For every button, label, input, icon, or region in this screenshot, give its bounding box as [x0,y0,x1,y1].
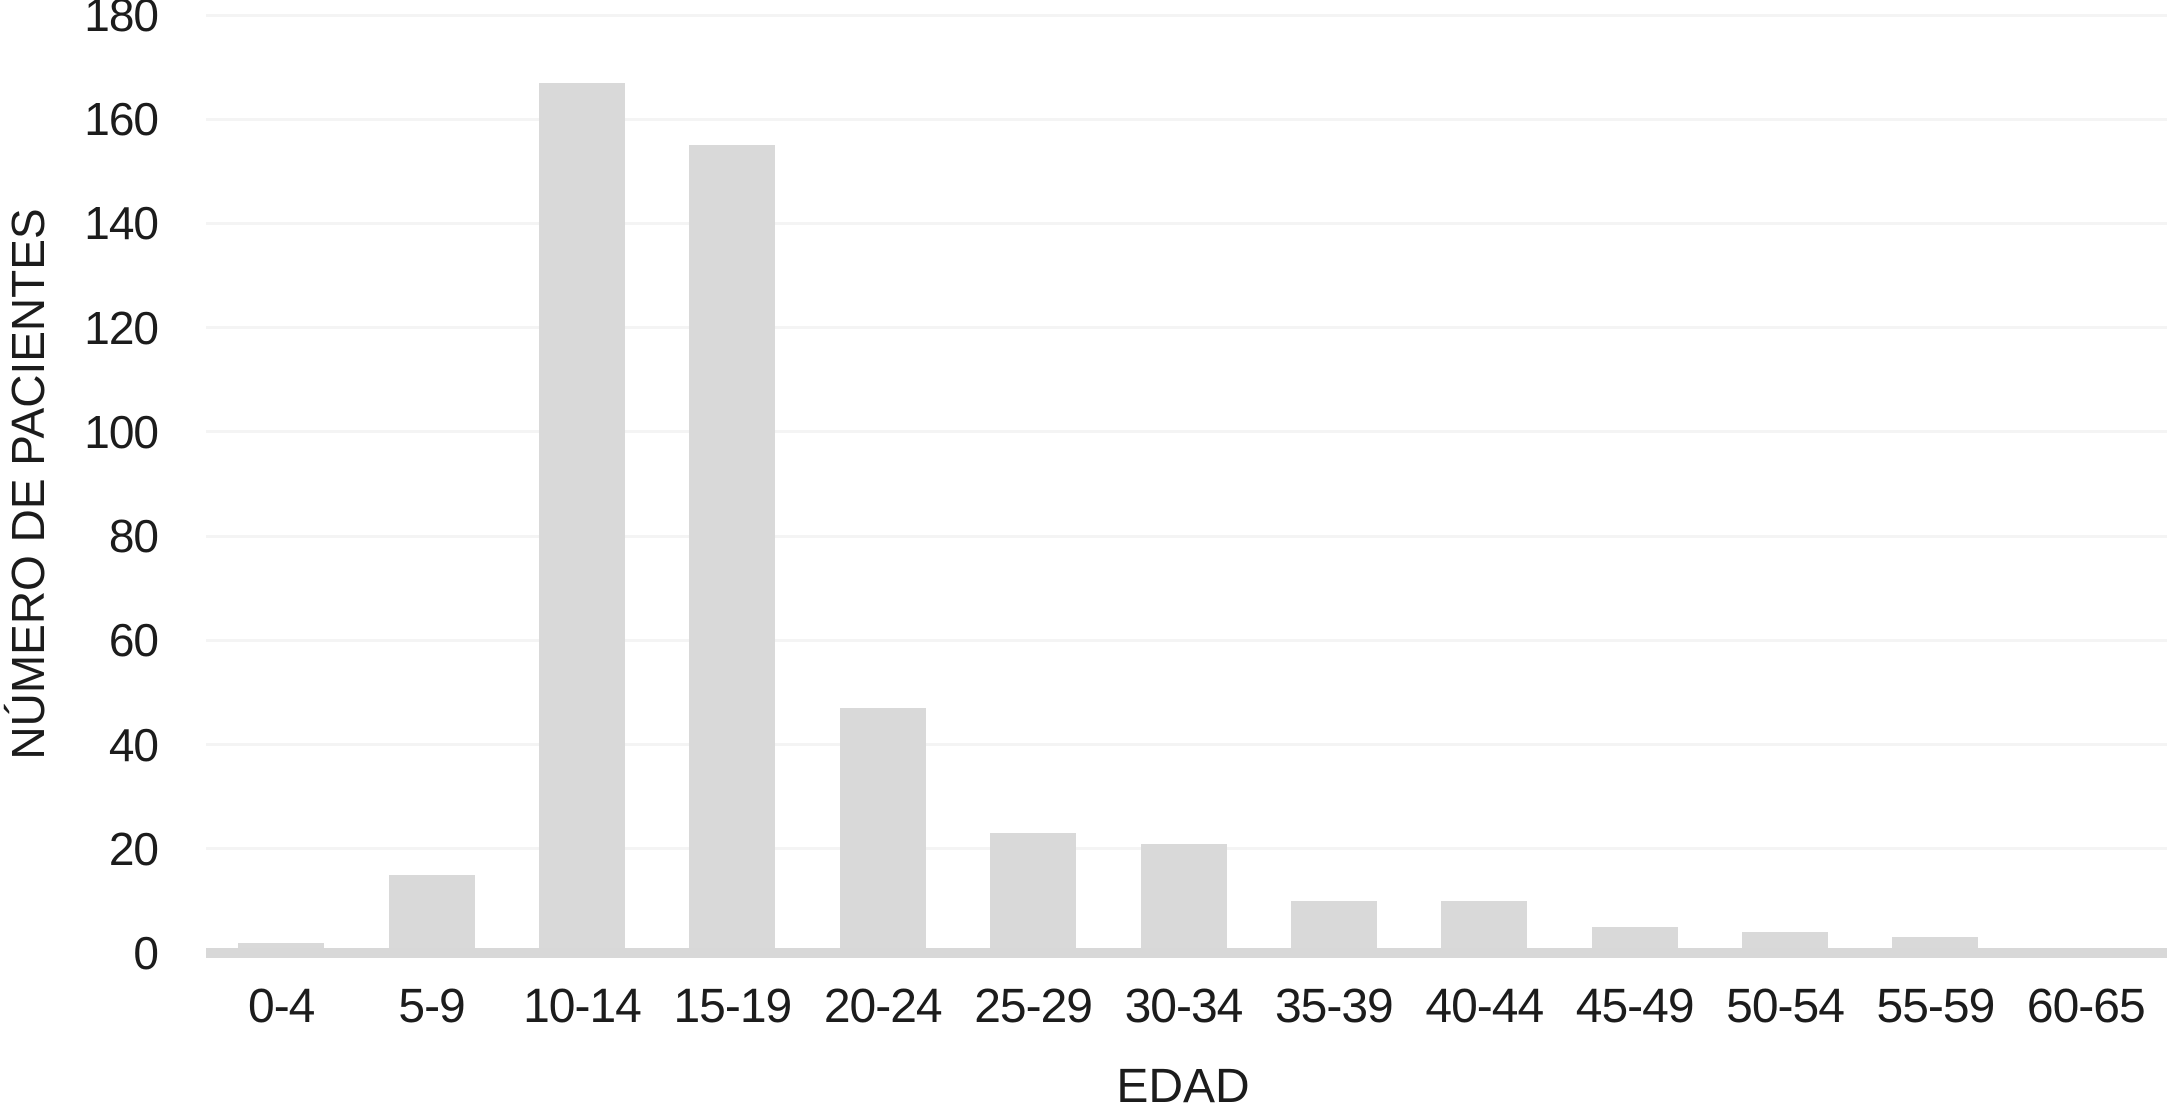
bar [1140,843,1227,953]
x-tick-label: 10-14 [523,980,642,1033]
gridline [206,638,2167,642]
bar [538,82,625,953]
gridline [206,743,2167,747]
x-axis-line [206,948,2167,958]
y-tick-label: 100 [84,405,159,458]
x-tick-label: 30-34 [1124,980,1244,1033]
gridline [206,430,2167,434]
x-tick-label: 60-65 [2026,980,2146,1033]
bar [839,708,926,953]
x-tick-label: 15-19 [673,980,792,1033]
x-tick-label: 20-24 [823,980,943,1033]
gridline [206,326,2167,330]
gridline [206,534,2167,538]
x-tick-label: 50-54 [1726,980,1845,1033]
bar [1290,900,1377,953]
y-tick-label: 40 [108,718,159,771]
bar [1441,900,1528,953]
gridline [206,221,2167,225]
bar [990,833,1077,953]
y-tick-label: 20 [108,822,159,875]
y-tick-label: 160 [84,93,159,146]
bar [388,874,475,953]
x-tick-label: 25-29 [974,980,1093,1033]
x-tick-label: 45-49 [1575,980,1695,1033]
y-tick-label: 180 [84,0,159,41]
x-tick-label: 5-9 [398,980,465,1033]
x-tick-label: 40-44 [1425,980,1544,1033]
bar [238,942,325,953]
x-tick-label: 35-39 [1274,980,1394,1033]
bar [689,145,776,953]
y-tick-label: 120 [84,301,159,354]
gridline [206,13,2167,17]
y-tick-label: 140 [84,197,159,250]
bar [1742,932,1829,953]
y-tick-label: 60 [108,614,159,667]
gridline [206,117,2167,121]
x-axis-title: EDAD [1116,1060,1250,1113]
x-tick-label: 0-4 [248,980,315,1033]
y-tick-label: 80 [108,510,159,563]
y-tick-label: 0 [133,927,159,979]
x-tick-label: 55-59 [1876,980,1996,1033]
